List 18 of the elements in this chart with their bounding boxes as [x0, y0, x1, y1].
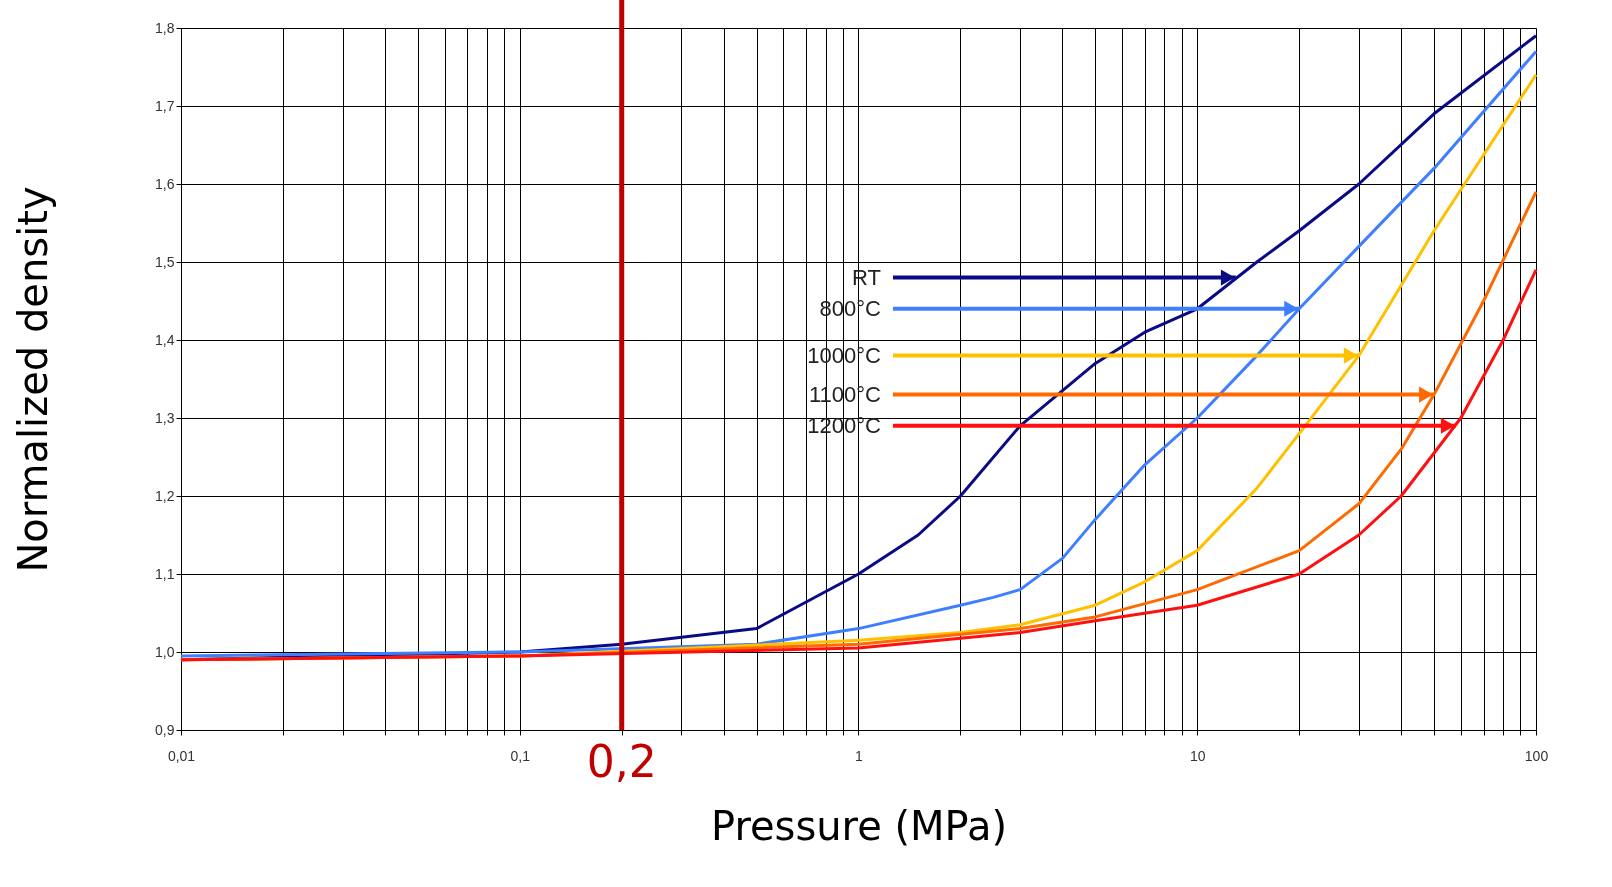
y-tick-label: 1,8 — [155, 19, 175, 36]
x-tick-label: 0,1 — [510, 747, 531, 764]
y-axis-title: Normalized density — [10, 186, 57, 573]
x-axis-title: Pressure (MPa) — [710, 802, 1008, 849]
y-tick-label: 0,9 — [155, 721, 175, 738]
x-tick-label: 100 — [1524, 747, 1549, 764]
y-tick-label: 1,2 — [155, 487, 175, 504]
x-tick-label: 0,01 — [167, 747, 196, 764]
y-tick-label: 1,7 — [155, 97, 175, 114]
ref-line-label: 0,2 — [586, 736, 657, 787]
y-tick-label: 1,0 — [155, 643, 175, 660]
y-tick-label: 1,1 — [155, 565, 175, 582]
x-tick-label: 10 — [1189, 747, 1206, 764]
y-tick-label: 1,3 — [155, 409, 175, 426]
x-tick-label: 1 — [855, 747, 864, 764]
y-tick-label: 1,5 — [155, 253, 175, 270]
y-tick-label: 1,4 — [155, 331, 175, 348]
y-tick-label: 1,6 — [155, 175, 175, 192]
